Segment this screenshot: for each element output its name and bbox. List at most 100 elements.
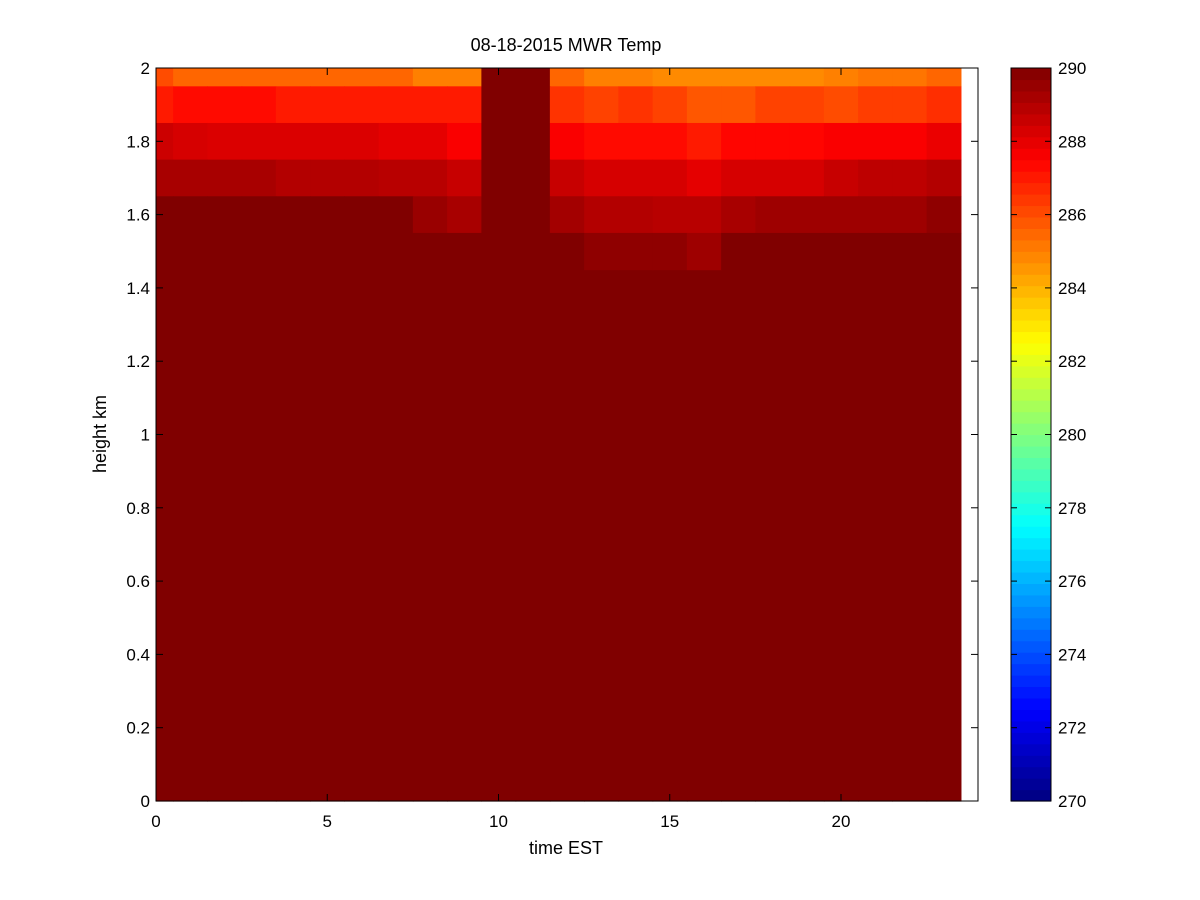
colorbar-step	[1011, 629, 1051, 642]
heatmap-cell	[584, 68, 619, 87]
heatmap-cell	[378, 122, 414, 161]
heatmap-cell	[686, 232, 722, 271]
colorbar-step	[1011, 709, 1051, 722]
heatmap-cell	[515, 68, 551, 87]
heatmap-cell	[686, 159, 722, 197]
colorbar-step	[1011, 274, 1051, 287]
colorbar-step	[1011, 377, 1051, 390]
heatmap-cell	[926, 232, 962, 271]
colorbar-gradient	[1011, 68, 1051, 802]
colorbar-step	[1011, 491, 1051, 504]
heatmap-cell	[344, 68, 380, 87]
heatmap-cell	[892, 122, 928, 161]
heatmap-cell	[447, 68, 482, 87]
heatmap-cell	[721, 86, 756, 124]
heatmap-cell	[926, 68, 962, 87]
colorbar-step	[1011, 171, 1051, 184]
heatmap-cell	[892, 68, 928, 87]
colorbar-step	[1011, 388, 1051, 401]
heatmap-cell	[926, 159, 962, 197]
heatmap-cell	[412, 232, 448, 271]
heatmap-cell	[344, 86, 380, 124]
heatmap-cell	[207, 232, 243, 271]
heatmap-cell	[823, 159, 859, 197]
heatmap-cell	[447, 232, 482, 271]
heatmap-cell	[858, 232, 893, 271]
heatmap-cell	[310, 232, 345, 271]
heatmap-cell	[686, 196, 722, 234]
colorbar-step	[1011, 159, 1051, 172]
heatmap-cell	[412, 159, 448, 197]
heatmap-cell	[344, 269, 380, 802]
heatmap-cell	[652, 232, 688, 271]
colorbar-tick-label: 284	[1058, 279, 1086, 298]
heatmap-cell	[344, 232, 380, 271]
colorbar-tick-label: 274	[1058, 645, 1086, 664]
heatmap-cell	[823, 269, 859, 802]
x-tick-label: 15	[660, 812, 679, 831]
heatmap-cell	[412, 196, 448, 234]
colorbar-ticks: 270 272 274 276 278 280 282 284 286 288 290	[1011, 59, 1086, 811]
heatmap-cell	[721, 122, 756, 161]
heatmap-cell	[275, 232, 311, 271]
y-tick-label: 0	[141, 792, 150, 811]
heatmap-cell	[721, 196, 756, 234]
heatmap-cell	[755, 159, 791, 197]
heatmap-cell	[173, 196, 208, 234]
colorbar-step	[1011, 686, 1051, 699]
heatmap-cell	[789, 122, 825, 161]
heatmap-cell	[344, 122, 380, 161]
heatmap-cell	[207, 159, 243, 197]
heatmap-cell	[515, 122, 551, 161]
heatmap-cell	[584, 196, 619, 234]
heatmap-cell	[755, 122, 791, 161]
colorbar-step	[1011, 136, 1051, 149]
heatmap-cell	[241, 232, 277, 271]
colorbar-step	[1011, 308, 1051, 321]
heatmap-cell	[412, 122, 448, 161]
heatmap-cell	[481, 122, 517, 161]
colorbar-step	[1011, 148, 1051, 161]
y-tick-label: 0.2	[126, 719, 150, 738]
heatmap-cell	[156, 232, 174, 271]
colorbar: 270 272 274 276 278 280 282 284 286 288 290	[1010, 59, 1086, 811]
heatmap-cell	[275, 159, 311, 197]
heatmap-cell	[686, 122, 722, 161]
y-tick-label: 0.8	[126, 499, 150, 518]
heatmap-cell	[344, 196, 380, 234]
x-tick-label: 0	[151, 812, 160, 831]
colorbar-step	[1011, 182, 1051, 195]
colorbar-step	[1011, 319, 1051, 333]
heatmap-cell	[275, 68, 311, 87]
heatmap-cell	[447, 159, 482, 197]
heatmap-cell	[310, 122, 345, 161]
heatmap-cell	[549, 269, 585, 802]
heatmap-cell	[892, 196, 928, 234]
heatmap-cell	[275, 269, 311, 802]
heatmap-cell	[515, 196, 551, 234]
heatmap-cell	[652, 269, 688, 802]
colorbar-tick-label: 288	[1058, 132, 1086, 151]
heatmap-cell	[156, 86, 174, 124]
colorbar-step	[1011, 342, 1051, 355]
colorbar-step	[1011, 514, 1051, 527]
heatmap-cell	[412, 68, 448, 87]
heatmap-cell	[447, 122, 482, 161]
heatmap-cell	[858, 159, 893, 197]
colorbar-step	[1011, 778, 1051, 791]
heatmap-cell	[686, 68, 722, 87]
heatmap-cell	[584, 232, 619, 271]
colorbar-step	[1011, 606, 1051, 619]
colorbar-step	[1011, 262, 1051, 275]
heatmap-cell	[156, 196, 174, 234]
colorbar-step	[1011, 400, 1051, 413]
heatmap-cell	[652, 86, 688, 124]
colorbar-step	[1011, 697, 1051, 710]
colorbar-step	[1011, 365, 1051, 378]
heatmap-cell	[926, 86, 962, 124]
heatmap-cell	[156, 269, 174, 802]
colorbar-step	[1011, 216, 1051, 229]
heatmap-cell	[926, 269, 962, 802]
heatmap-cell	[618, 122, 654, 161]
